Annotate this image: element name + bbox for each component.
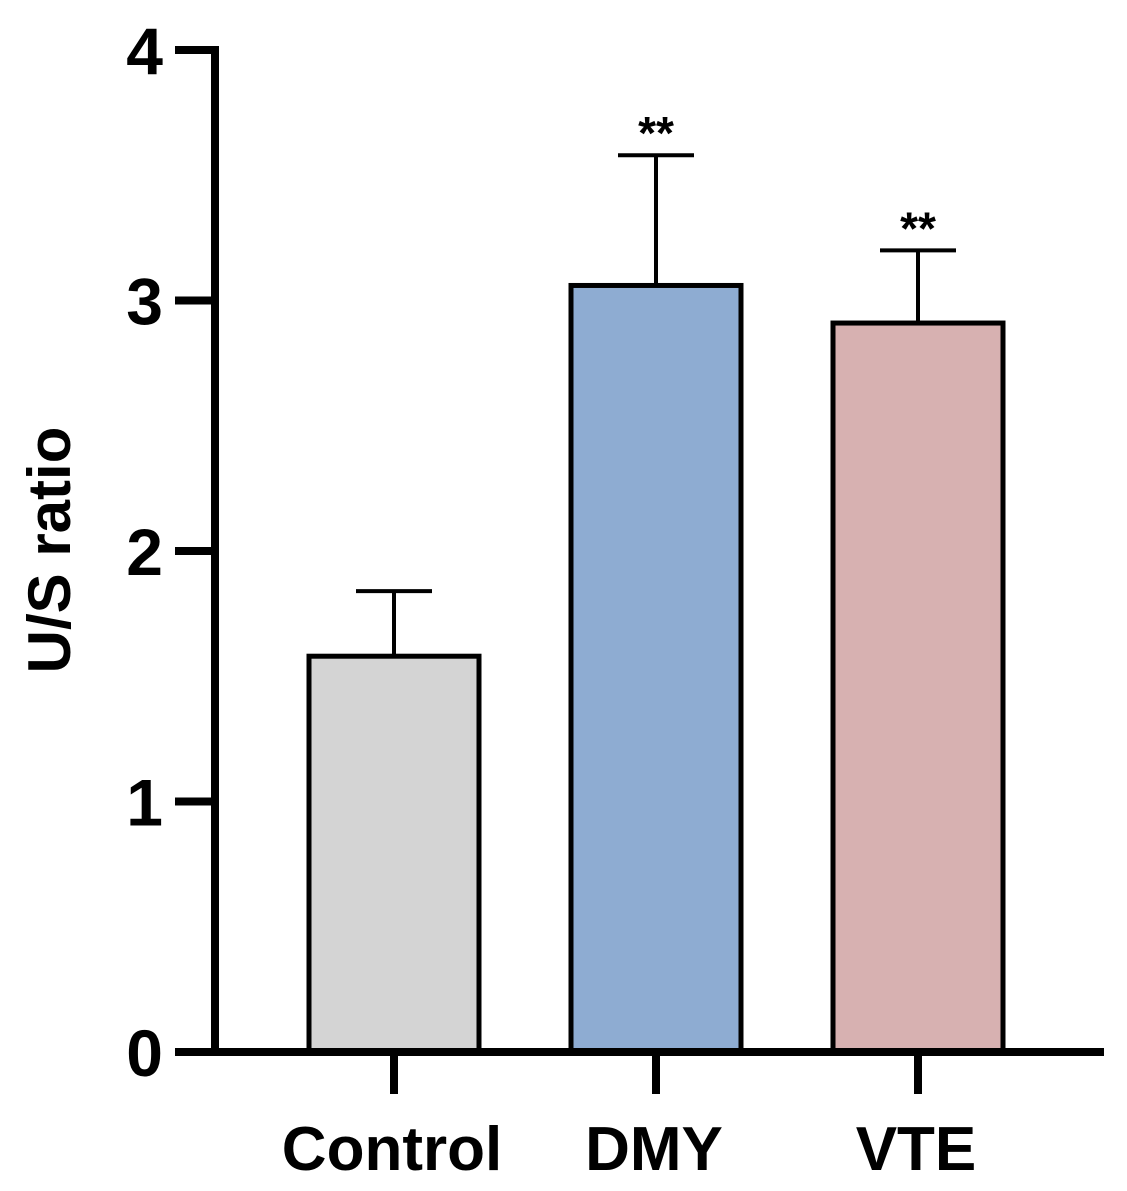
x-category-label-dmy: DMY xyxy=(585,1115,723,1184)
bar-dmy xyxy=(568,282,744,1055)
y-axis-title: U/S ratio xyxy=(16,427,83,674)
y-tick-label: 2 xyxy=(126,515,163,589)
y-tick-label: 4 xyxy=(126,14,163,88)
x-category-label-vte: VTE xyxy=(856,1115,977,1184)
ticks-layer: 0 1 2 3 4 Control DMY VTE xyxy=(126,14,976,1184)
significance-label-dmy: ** xyxy=(638,107,674,159)
y-tick-label: 0 xyxy=(126,1016,163,1090)
x-category-label-control: Control xyxy=(282,1115,502,1184)
y-tick-label: 1 xyxy=(126,766,163,840)
bar-vte xyxy=(830,320,1006,1055)
significance-label-vte: ** xyxy=(900,202,936,254)
y-tick-label: 3 xyxy=(126,265,163,339)
bar-control xyxy=(306,653,482,1055)
bars-layer: ** ** xyxy=(306,107,1006,1055)
